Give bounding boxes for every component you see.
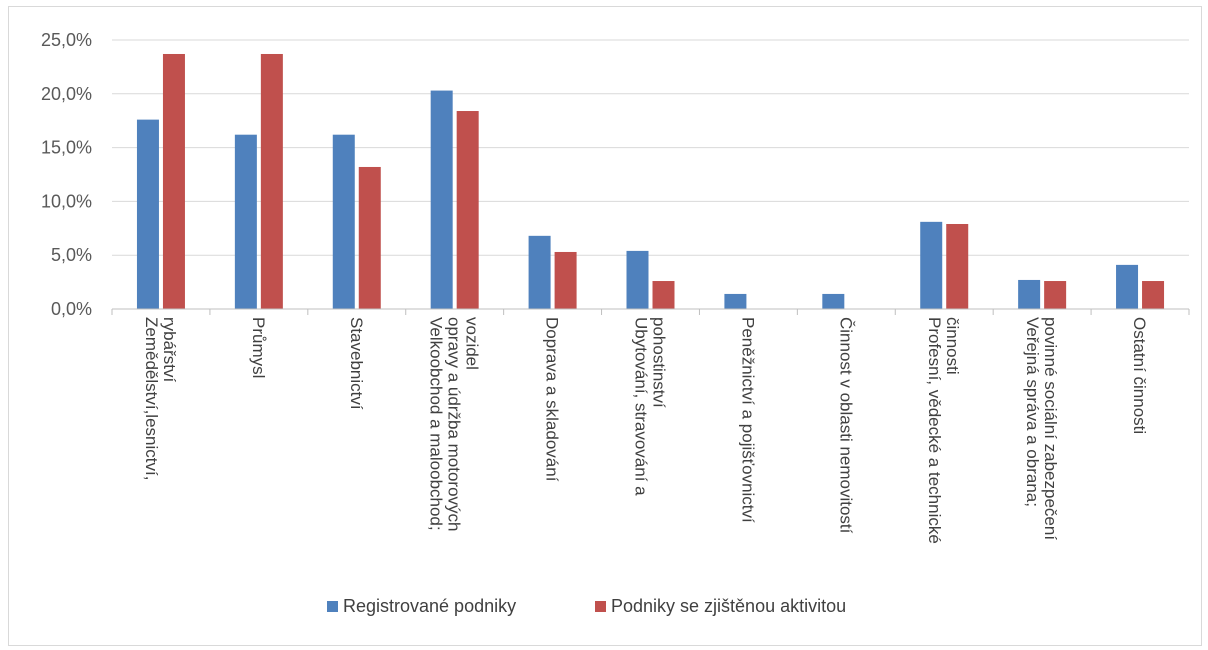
bar-registered xyxy=(136,119,159,310)
bar-registered xyxy=(1116,264,1139,309)
category-label: Stavebnictví xyxy=(347,317,366,410)
category-label: Velkoobchod a maloobchod;opravy a údržba… xyxy=(427,317,482,532)
bar-active xyxy=(652,281,675,309)
bar-active xyxy=(554,251,577,309)
bar-active xyxy=(162,53,185,309)
bar-registered xyxy=(528,235,551,309)
bar-registered xyxy=(920,221,943,309)
chart-frame: 0,0% 5,0% 10,0% 15,0% 20,0% 25,0% Zemědělství… xyxy=(8,6,1202,646)
bar-registered xyxy=(332,134,355,309)
category-label: Průmysl xyxy=(249,317,268,378)
legend-label: Podniky se zjištěnou aktivitou xyxy=(611,596,846,616)
category-label: Ostatní činnosti xyxy=(1130,317,1149,434)
y-axis-ticks: 0,0% 5,0% 10,0% 15,0% 20,0% 25,0% xyxy=(41,30,92,319)
category-label: Doprava a skladování xyxy=(543,317,562,482)
bar-registered xyxy=(430,90,453,310)
bar-registered xyxy=(234,134,257,309)
bar-active xyxy=(260,53,283,309)
legend-swatch xyxy=(595,601,606,612)
legend: Registrované podniky Podniky se zjištěnou… xyxy=(327,596,846,616)
category-label: Ubytování, stravování apohostinství xyxy=(632,317,669,496)
bar-active xyxy=(1044,281,1067,309)
legend-swatch xyxy=(327,601,338,612)
bar-registered xyxy=(724,293,747,309)
category-label: Peněžnictví a pojišťovnictví xyxy=(738,317,757,523)
category-label: Činnost v oblasti nemovitostí xyxy=(836,317,855,534)
y-tick-label: 0,0% xyxy=(51,299,92,319)
y-tick-label: 25,0% xyxy=(41,30,92,50)
category-label: Profesní, vědecké a technickéčinnosti xyxy=(925,317,962,544)
y-tick-label: 10,0% xyxy=(41,191,92,211)
bar-active xyxy=(1142,281,1165,309)
bars xyxy=(136,53,1165,310)
gridlines xyxy=(112,39,1189,256)
category-labels: Zemědělství,lesnictví,rybářství Průmysl St… xyxy=(142,317,1149,544)
bar-active xyxy=(946,223,969,309)
x-axis xyxy=(111,308,1190,315)
bar-chart: 0,0% 5,0% 10,0% 15,0% 20,0% 25,0% Zemědělství… xyxy=(41,30,1190,616)
bar-registered xyxy=(822,293,845,309)
bar-active xyxy=(358,166,381,309)
y-tick-label: 20,0% xyxy=(41,84,92,104)
category-label: Veřejná správa a obrana;povinné sociální… xyxy=(1023,317,1060,540)
bar-active xyxy=(456,111,479,310)
y-tick-label: 5,0% xyxy=(51,245,92,265)
bar-registered xyxy=(626,250,649,309)
y-tick-label: 15,0% xyxy=(41,138,92,158)
legend-label: Registrované podniky xyxy=(343,596,516,616)
bar-registered xyxy=(1018,279,1041,309)
category-label: Zemědělství,lesnictví,rybářství xyxy=(142,317,179,480)
